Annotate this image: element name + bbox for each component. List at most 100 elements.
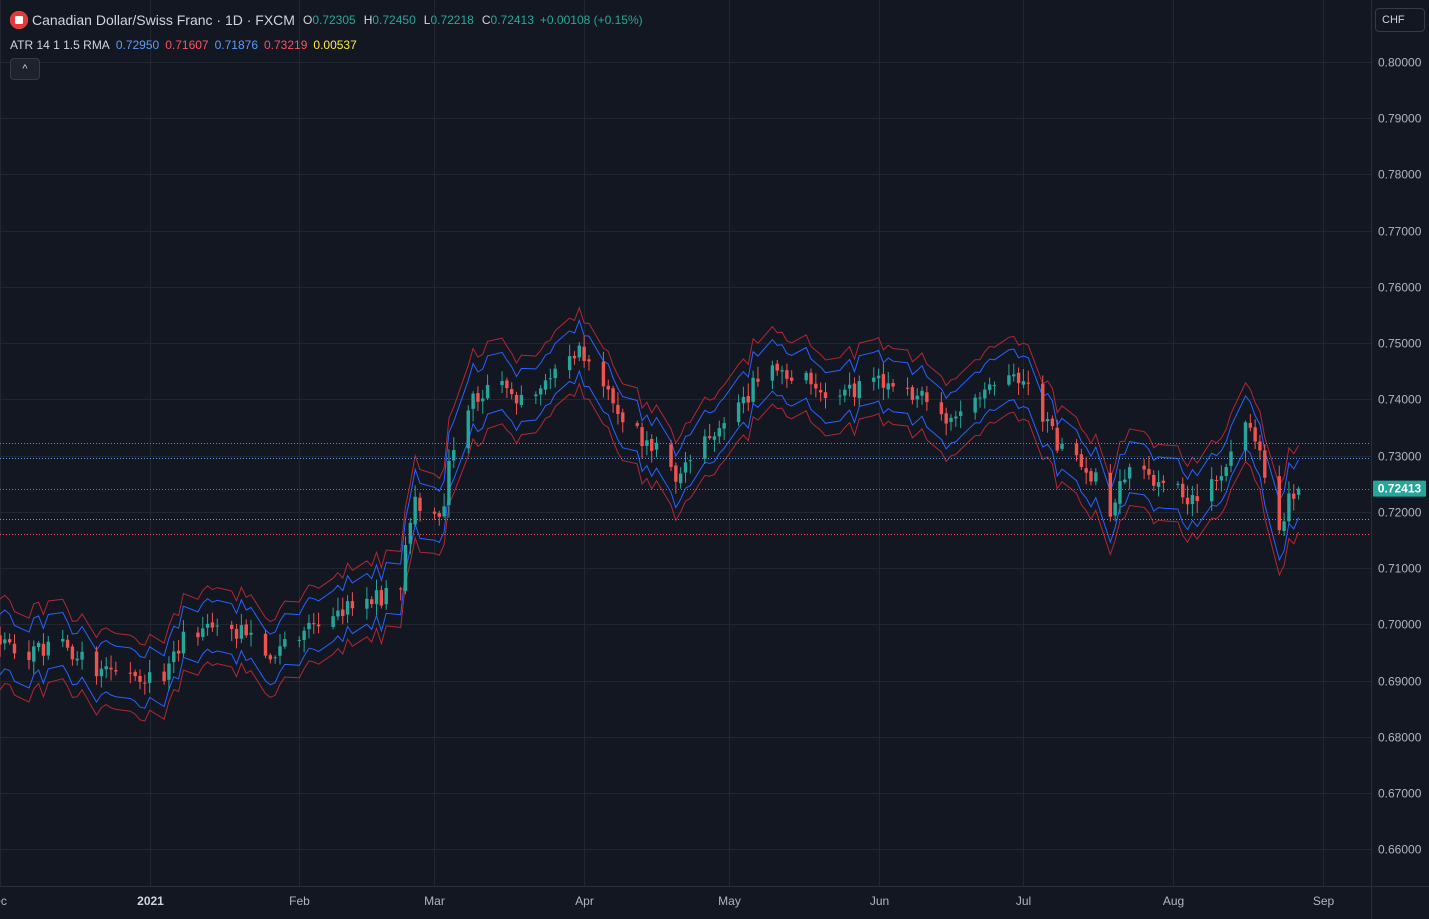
candle-body [688,460,693,462]
candle-body [1292,493,1296,499]
candle-body [341,609,345,617]
y-tick-label: 0.70000 [1378,618,1422,632]
candle [215,618,219,636]
candle [804,370,808,384]
candle [1258,434,1262,461]
candle-body [398,588,403,590]
candle [0,626,2,657]
candle [1176,481,1180,489]
candle [1084,457,1088,485]
candle-body [847,384,852,389]
currency-button[interactable]: CHF [1375,8,1425,32]
candle-body [12,643,17,654]
candle-body [621,412,625,423]
candle-body [674,465,678,482]
candle-body [1050,418,1055,427]
candle-body [770,365,775,381]
candle-body [809,372,813,385]
candle [538,385,543,406]
candle-body [128,672,133,674]
candle [138,669,142,690]
candle [601,351,606,398]
currency-pair-flag-icon [10,11,28,29]
candle [1224,463,1228,482]
candle-body [379,589,384,606]
symbol-title[interactable]: Canadian Dollar/Swiss Franc · 1D · FXCM [32,12,295,28]
candle-body [307,622,311,630]
candle [297,636,302,648]
candle-body [1161,480,1166,483]
candle-body [1123,479,1127,483]
candle [1156,470,1161,497]
candle-body [577,345,581,358]
candle-body [1156,482,1161,487]
candle-body [283,639,287,647]
candle-body [0,635,2,645]
candle [635,420,639,429]
candle [36,640,41,652]
candle [1079,448,1084,470]
candle [678,467,683,489]
candle-body [1181,483,1185,498]
candle [640,422,644,459]
atr-upper-outer-band [0,306,1300,646]
candle [398,586,403,601]
candle [41,633,46,666]
candle-body [1016,372,1021,384]
candle-body [1113,502,1117,516]
candle-body [775,363,779,371]
candle-body [645,440,649,446]
candle-body [534,394,538,397]
candle-body [181,631,186,654]
candle [978,391,982,408]
legend-main-row: Canadian Dollar/Swiss Franc · 1D · FXCM … [10,10,643,30]
candle [722,417,726,441]
candle-body [818,390,823,393]
candle [910,384,915,405]
candle-body [263,633,268,656]
candle-body [46,641,50,656]
candle-body [751,377,755,402]
candle [65,634,70,651]
candle [1016,367,1021,396]
candle-body [1282,521,1286,531]
candle-body [616,404,620,414]
candle [210,612,215,632]
candle [1118,469,1122,515]
candle-body [939,402,944,415]
candle-body [147,672,152,683]
candle [27,640,31,670]
currency-label: CHF [1382,14,1405,26]
candle [1282,512,1286,536]
candle-body [365,598,369,609]
candle [1287,481,1291,524]
candle [1123,469,1127,485]
candle-body [611,388,615,404]
collapse-legend-button[interactable]: ^ [10,58,40,80]
candle [345,595,350,624]
candle [341,597,345,625]
candle [374,579,379,616]
indicator-label[interactable]: ATR 14 1 1.5 RMA [10,38,110,52]
candle-body [1118,481,1122,504]
candle-body [857,381,861,399]
candle-body [1224,467,1228,476]
candle-body [881,374,886,388]
candle [244,619,248,638]
candle-body [172,651,176,663]
candle [567,344,572,379]
candle [1108,464,1113,522]
candle [476,386,480,411]
y-tick-label: 0.71000 [1378,562,1422,576]
candle-body [268,655,273,660]
candle-body [1127,467,1132,479]
candle [514,391,519,415]
candle [1185,485,1190,515]
candle-body [678,473,683,484]
candle [481,389,485,414]
candle [823,382,828,409]
candle [1055,419,1059,454]
candle [201,616,205,641]
